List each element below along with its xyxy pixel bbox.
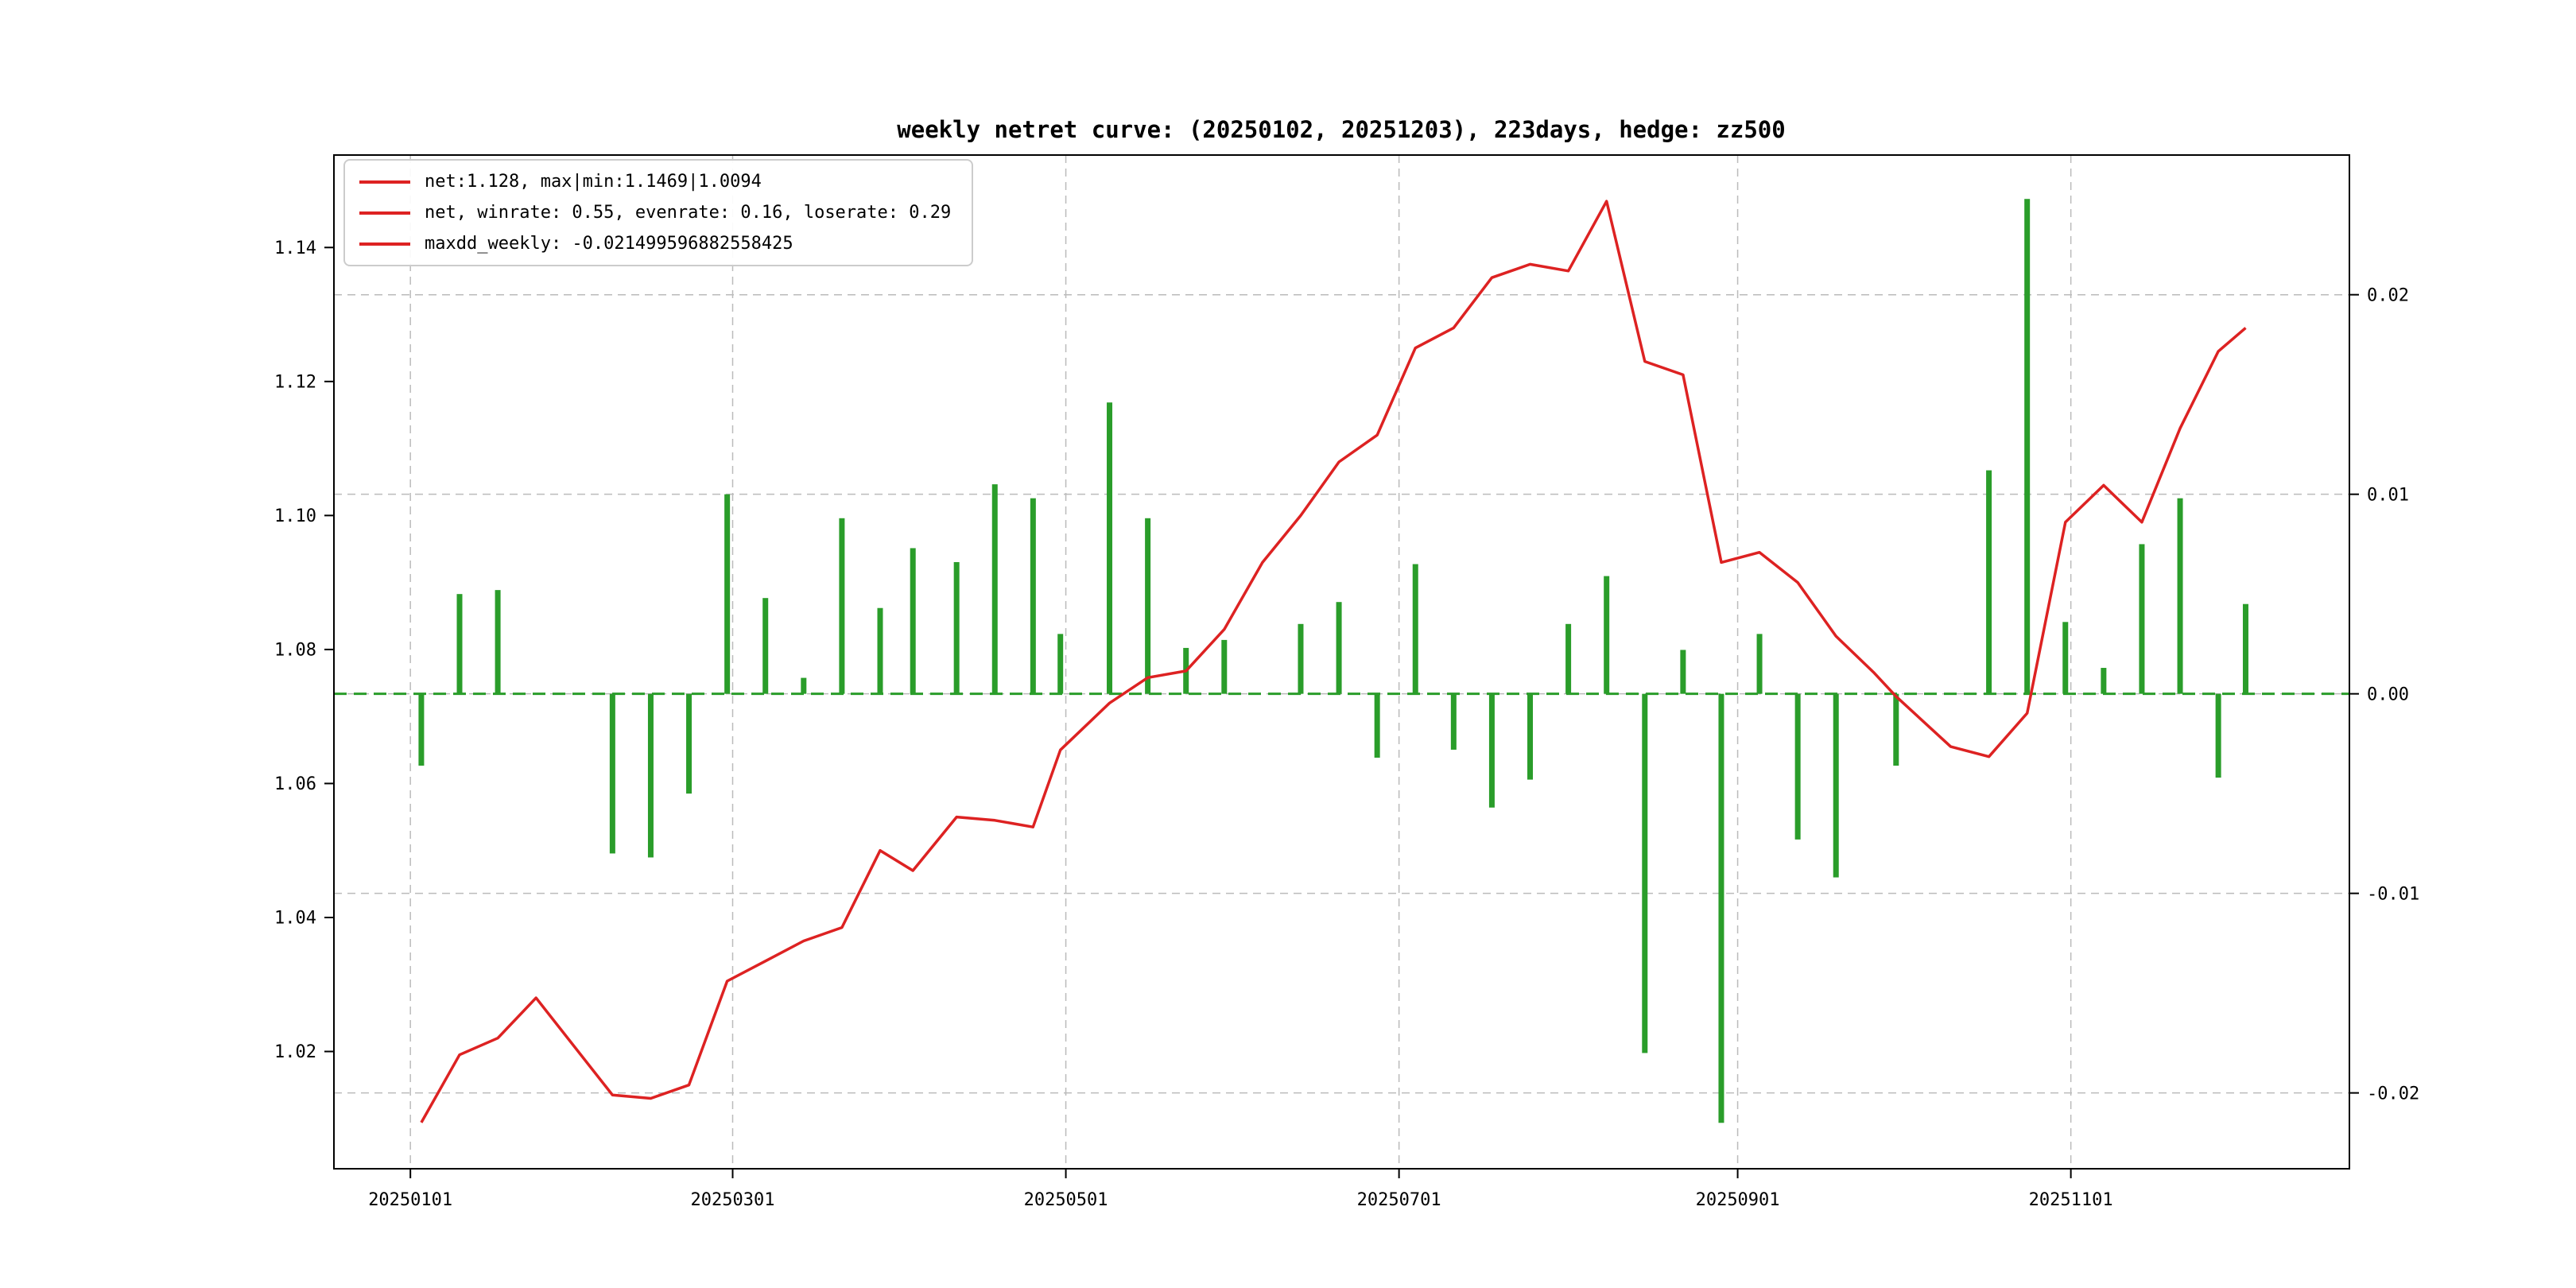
weekly-return-bar	[839, 518, 845, 694]
weekly-return-bar	[1680, 650, 1686, 694]
legend-item: net:1.128, max|min:1.1469|1.0094	[359, 172, 951, 192]
weekly-return-bar	[1221, 639, 1228, 694]
weekly-return-bar	[2215, 693, 2221, 778]
weekly-return-bar	[910, 548, 916, 694]
weekly-return-bar	[1565, 623, 1572, 694]
weekly-return-bar	[2024, 199, 2031, 694]
weekly-return-bar	[1756, 634, 1763, 694]
weekly-return-bar	[2139, 544, 2145, 694]
weekly-return-bar	[1718, 693, 1724, 1123]
weekly-return-bar	[1057, 634, 1064, 694]
net-curve	[420, 200, 2247, 1123]
x-tick-label: 20250101	[368, 1190, 452, 1210]
axes-frame	[333, 154, 2350, 1170]
weekly-return-bar	[991, 484, 998, 694]
left-tick-label: 1.06	[274, 774, 316, 794]
weekly-return-bar	[1986, 470, 1992, 694]
legend-line-swatch	[359, 180, 410, 184]
right-tick-label: 0.02	[2367, 285, 2409, 305]
weekly-return-bar	[953, 562, 960, 694]
weekly-return-bar	[2101, 668, 2107, 694]
weekly-return-bar	[1794, 693, 1801, 840]
legend-label: maxdd_weekly: -0.021499596882558425	[425, 234, 793, 254]
legend-line-swatch	[359, 211, 410, 215]
x-tick-label: 20251101	[2029, 1190, 2113, 1210]
weekly-return-bar	[1604, 576, 1610, 694]
weekly-return-bar	[456, 594, 463, 694]
x-tick-label: 20250901	[1696, 1190, 1780, 1210]
left-tick-label: 1.02	[274, 1042, 316, 1062]
weekly-return-bar	[1298, 623, 1304, 694]
left-tick-label: 1.12	[274, 373, 316, 393]
weekly-return-bar	[2177, 498, 2183, 694]
weekly-return-bar	[1145, 518, 1151, 694]
weekly-return-bar	[1833, 693, 1839, 878]
left-tick-label: 1.10	[274, 506, 316, 526]
x-tick-label: 20250701	[1357, 1190, 1441, 1210]
weekly-return-bar	[1642, 693, 1648, 1053]
weekly-return-bar	[1374, 693, 1380, 758]
left-tick-label: 1.08	[274, 641, 316, 661]
weekly-return-bar	[1412, 564, 1418, 694]
right-tick-label: 0.00	[2367, 685, 2409, 704]
weekly-return-bar	[647, 693, 654, 858]
weekly-return-bar	[686, 693, 692, 794]
right-tick-label: 0.01	[2367, 485, 2409, 505]
weekly-return-bar	[877, 607, 883, 694]
weekly-return-bar	[1107, 402, 1113, 694]
weekly-return-bar	[1336, 602, 1342, 694]
weekly-return-bar	[2062, 622, 2069, 694]
weekly-return-bar	[609, 693, 615, 854]
weekly-return-bar	[724, 494, 731, 694]
legend-item: maxdd_weekly: -0.021499596882558425	[359, 234, 951, 254]
legend-item: net, winrate: 0.55, evenrate: 0.16, lose…	[359, 203, 951, 223]
weekly-return-bar	[1893, 693, 1899, 766]
weekly-return-bar	[1527, 693, 1534, 780]
weekly-return-bar	[801, 677, 807, 694]
x-tick-label: 20250501	[1024, 1190, 1108, 1210]
right-tick-label: -0.02	[2367, 1084, 2419, 1104]
weekly-return-bar	[1488, 693, 1495, 808]
legend-line-swatch	[359, 242, 410, 246]
right-tick-label: -0.01	[2367, 884, 2419, 904]
x-tick-label: 20250301	[691, 1190, 775, 1210]
legend-label: net, winrate: 0.55, evenrate: 0.16, lose…	[425, 203, 952, 223]
legend-label: net:1.128, max|min:1.1469|1.0094	[425, 172, 762, 192]
legend-box: net:1.128, max|min:1.1469|1.0094 net, wi…	[343, 159, 974, 266]
weekly-return-bar	[2242, 603, 2248, 694]
weekly-return-bar	[1030, 498, 1036, 694]
weekly-return-bar	[418, 693, 425, 766]
chart-title: weekly netret curve: (20250102, 20251203…	[897, 116, 1786, 143]
weekly-return-bar	[762, 598, 769, 694]
weekly-return-bar	[1450, 693, 1457, 750]
left-tick-label: 1.14	[274, 239, 316, 258]
left-tick-label: 1.04	[274, 909, 316, 929]
weekly-return-bar	[495, 590, 501, 694]
